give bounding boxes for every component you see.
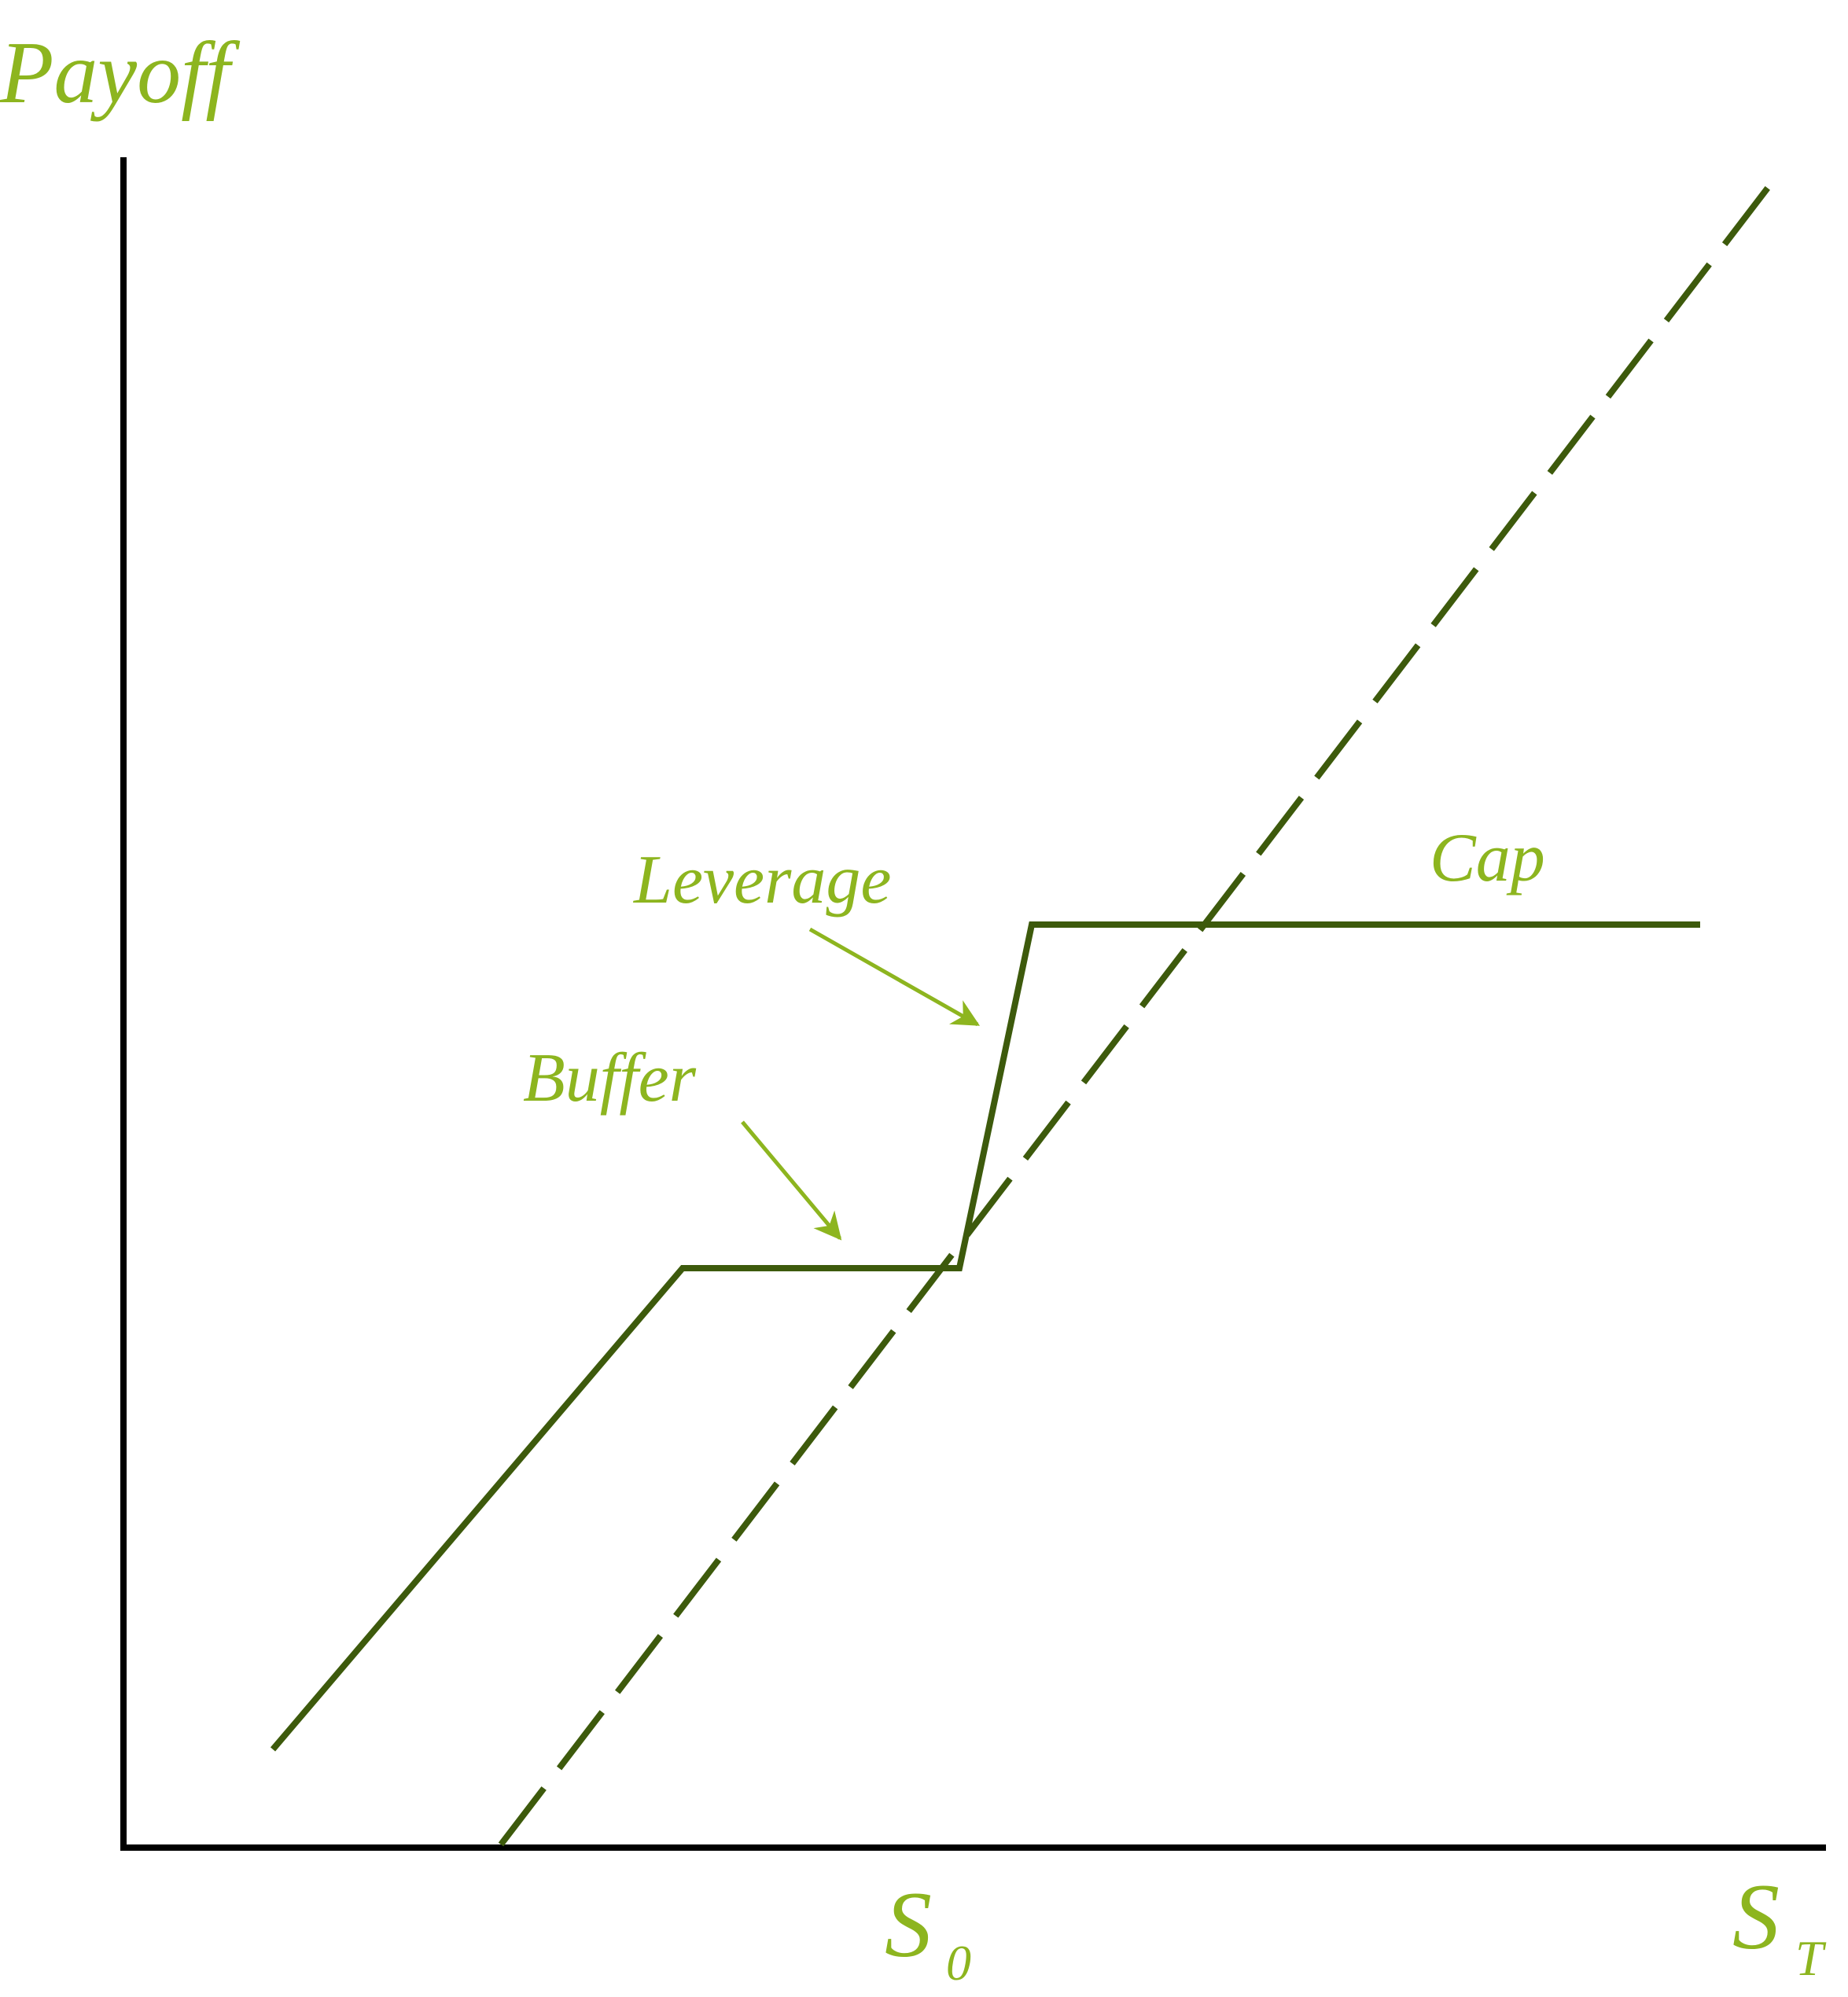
buffer-arrow xyxy=(741,1120,842,1241)
s0-label-subscript: 0 xyxy=(946,1935,971,1991)
x-axis-label-main: S xyxy=(1732,1864,1780,1969)
stock-payoff-dashed-line xyxy=(498,169,1784,1847)
leverage-label: Leverage xyxy=(632,842,891,918)
leverage-arrow xyxy=(808,927,981,1027)
s0-label-main: S xyxy=(885,1872,932,1977)
structured-payoff-line xyxy=(270,921,1700,1752)
buffer-label: Buffer xyxy=(523,1040,697,1116)
cap-label: Cap xyxy=(1430,820,1545,896)
y-axis-label: Payoff xyxy=(0,24,241,122)
x-axis-label-subscript: T xyxy=(1795,1930,1827,1986)
